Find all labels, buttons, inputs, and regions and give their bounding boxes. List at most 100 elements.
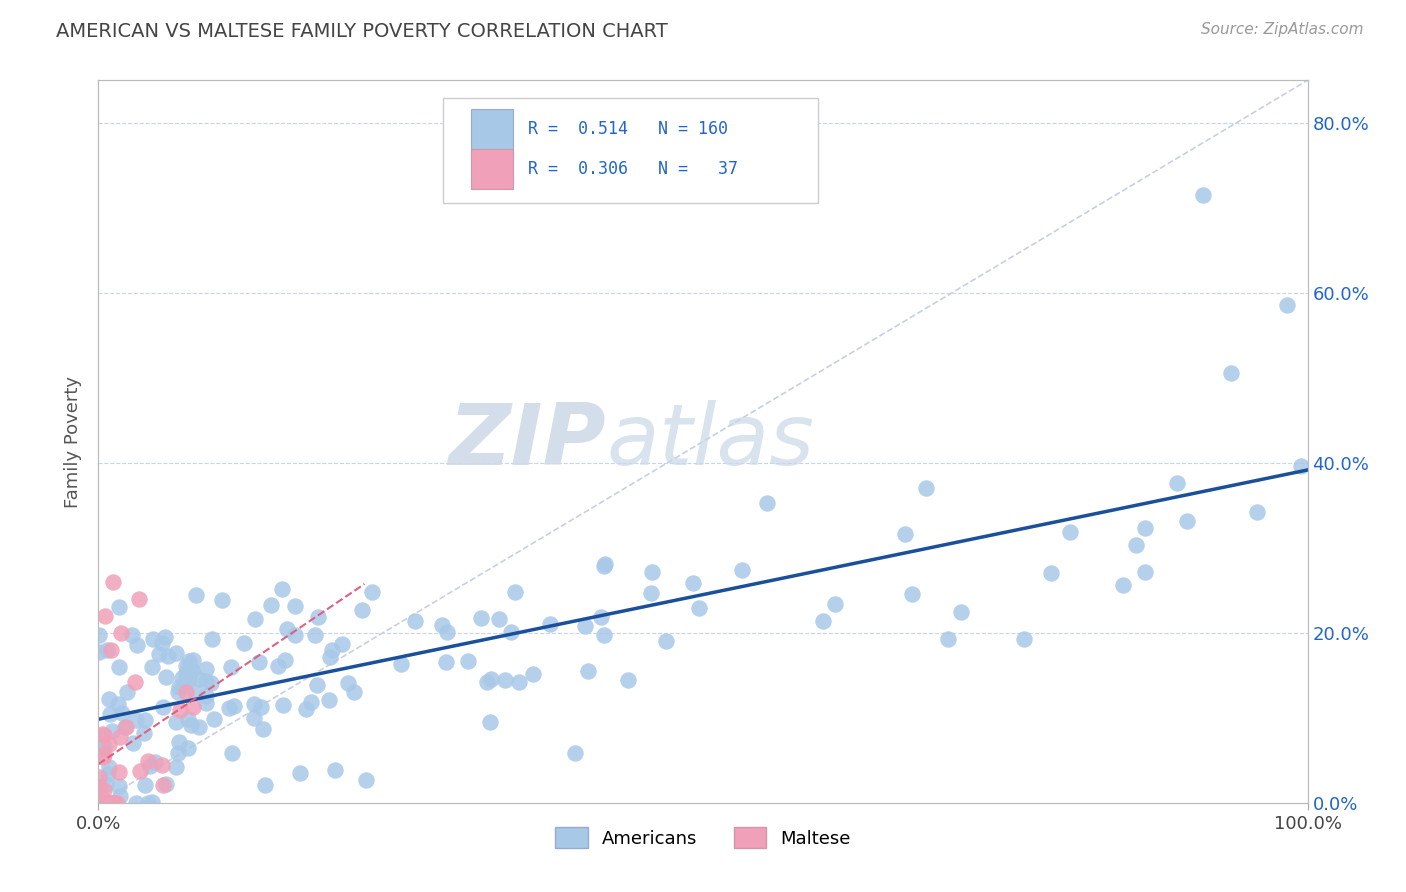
Point	[176, 741, 198, 756]
Point	[501, 625, 523, 640]
Point	[283, 599, 305, 613]
Point	[134, 778, 156, 792]
Point	[1192, 187, 1215, 202]
Point	[894, 527, 917, 541]
Point	[139, 759, 162, 773]
Point	[470, 611, 492, 625]
Point	[101, 574, 124, 589]
Point	[436, 655, 458, 669]
Point	[155, 777, 177, 791]
Point	[117, 685, 139, 699]
Point	[108, 730, 131, 744]
Point	[108, 789, 131, 803]
Point	[127, 638, 149, 652]
Point	[522, 667, 544, 681]
Legend: Americans, Maltese: Americans, Maltese	[548, 820, 858, 855]
Point	[1275, 298, 1298, 312]
Point	[330, 637, 353, 651]
Point	[318, 649, 340, 664]
Point	[91, 750, 114, 764]
Point	[641, 566, 664, 580]
Point	[260, 598, 283, 612]
Point	[564, 746, 586, 760]
Point	[640, 586, 662, 600]
Point	[682, 575, 704, 590]
Point	[811, 614, 834, 628]
Point	[247, 656, 270, 670]
Point	[475, 674, 498, 689]
Point	[592, 559, 614, 574]
Point	[188, 672, 211, 686]
Point	[1059, 524, 1081, 539]
Point	[538, 617, 561, 632]
Point	[90, 727, 112, 741]
Point	[574, 619, 596, 633]
Point	[508, 675, 530, 690]
Point	[299, 695, 322, 709]
Point	[101, 796, 124, 810]
Point	[97, 796, 120, 810]
Point	[233, 636, 256, 650]
Point	[1039, 566, 1062, 580]
Bar	[471, 109, 513, 149]
Point	[915, 481, 938, 495]
Point	[141, 795, 163, 809]
Point	[181, 700, 204, 714]
Point	[165, 760, 187, 774]
Point	[337, 676, 360, 690]
Point	[91, 796, 114, 810]
Point	[354, 773, 377, 788]
Point	[274, 653, 297, 667]
Point	[479, 672, 502, 686]
Point	[221, 660, 243, 674]
Point	[150, 758, 173, 772]
Point	[121, 627, 143, 641]
Point	[1133, 565, 1156, 579]
Point	[152, 778, 174, 792]
Point	[100, 642, 122, 657]
Point	[1246, 505, 1268, 519]
Point	[132, 726, 155, 740]
Point	[949, 605, 972, 619]
Point	[478, 714, 501, 729]
Point	[243, 711, 266, 725]
Point	[128, 591, 150, 606]
Point	[224, 698, 246, 713]
Point	[494, 673, 516, 687]
Text: R =  0.306   N =   37: R = 0.306 N = 37	[527, 160, 738, 178]
Point	[1291, 459, 1313, 474]
Point	[730, 563, 752, 577]
Point	[115, 720, 138, 734]
Point	[218, 701, 240, 715]
Bar	[471, 149, 513, 189]
Point	[202, 712, 225, 726]
Point	[93, 739, 115, 753]
Point	[177, 654, 200, 668]
Point	[654, 634, 676, 648]
Point	[172, 671, 194, 685]
Point	[936, 632, 959, 647]
Point	[98, 796, 121, 810]
Point	[593, 557, 616, 571]
Point	[177, 672, 200, 686]
Point	[96, 643, 118, 657]
Point	[1219, 366, 1241, 380]
Point	[148, 647, 170, 661]
Point	[252, 722, 274, 736]
Point	[276, 622, 298, 636]
Point	[125, 713, 148, 727]
Point	[124, 674, 146, 689]
Point	[128, 764, 150, 778]
Point	[1125, 538, 1147, 552]
Point	[221, 746, 243, 760]
Point	[97, 737, 120, 751]
Point	[156, 648, 179, 663]
Point	[901, 587, 924, 601]
Point	[318, 693, 340, 707]
Text: Source: ZipAtlas.com: Source: ZipAtlas.com	[1201, 22, 1364, 37]
Point	[150, 636, 173, 650]
Point	[153, 631, 176, 645]
Point	[307, 610, 329, 624]
Point	[97, 767, 120, 781]
Point	[87, 645, 110, 659]
